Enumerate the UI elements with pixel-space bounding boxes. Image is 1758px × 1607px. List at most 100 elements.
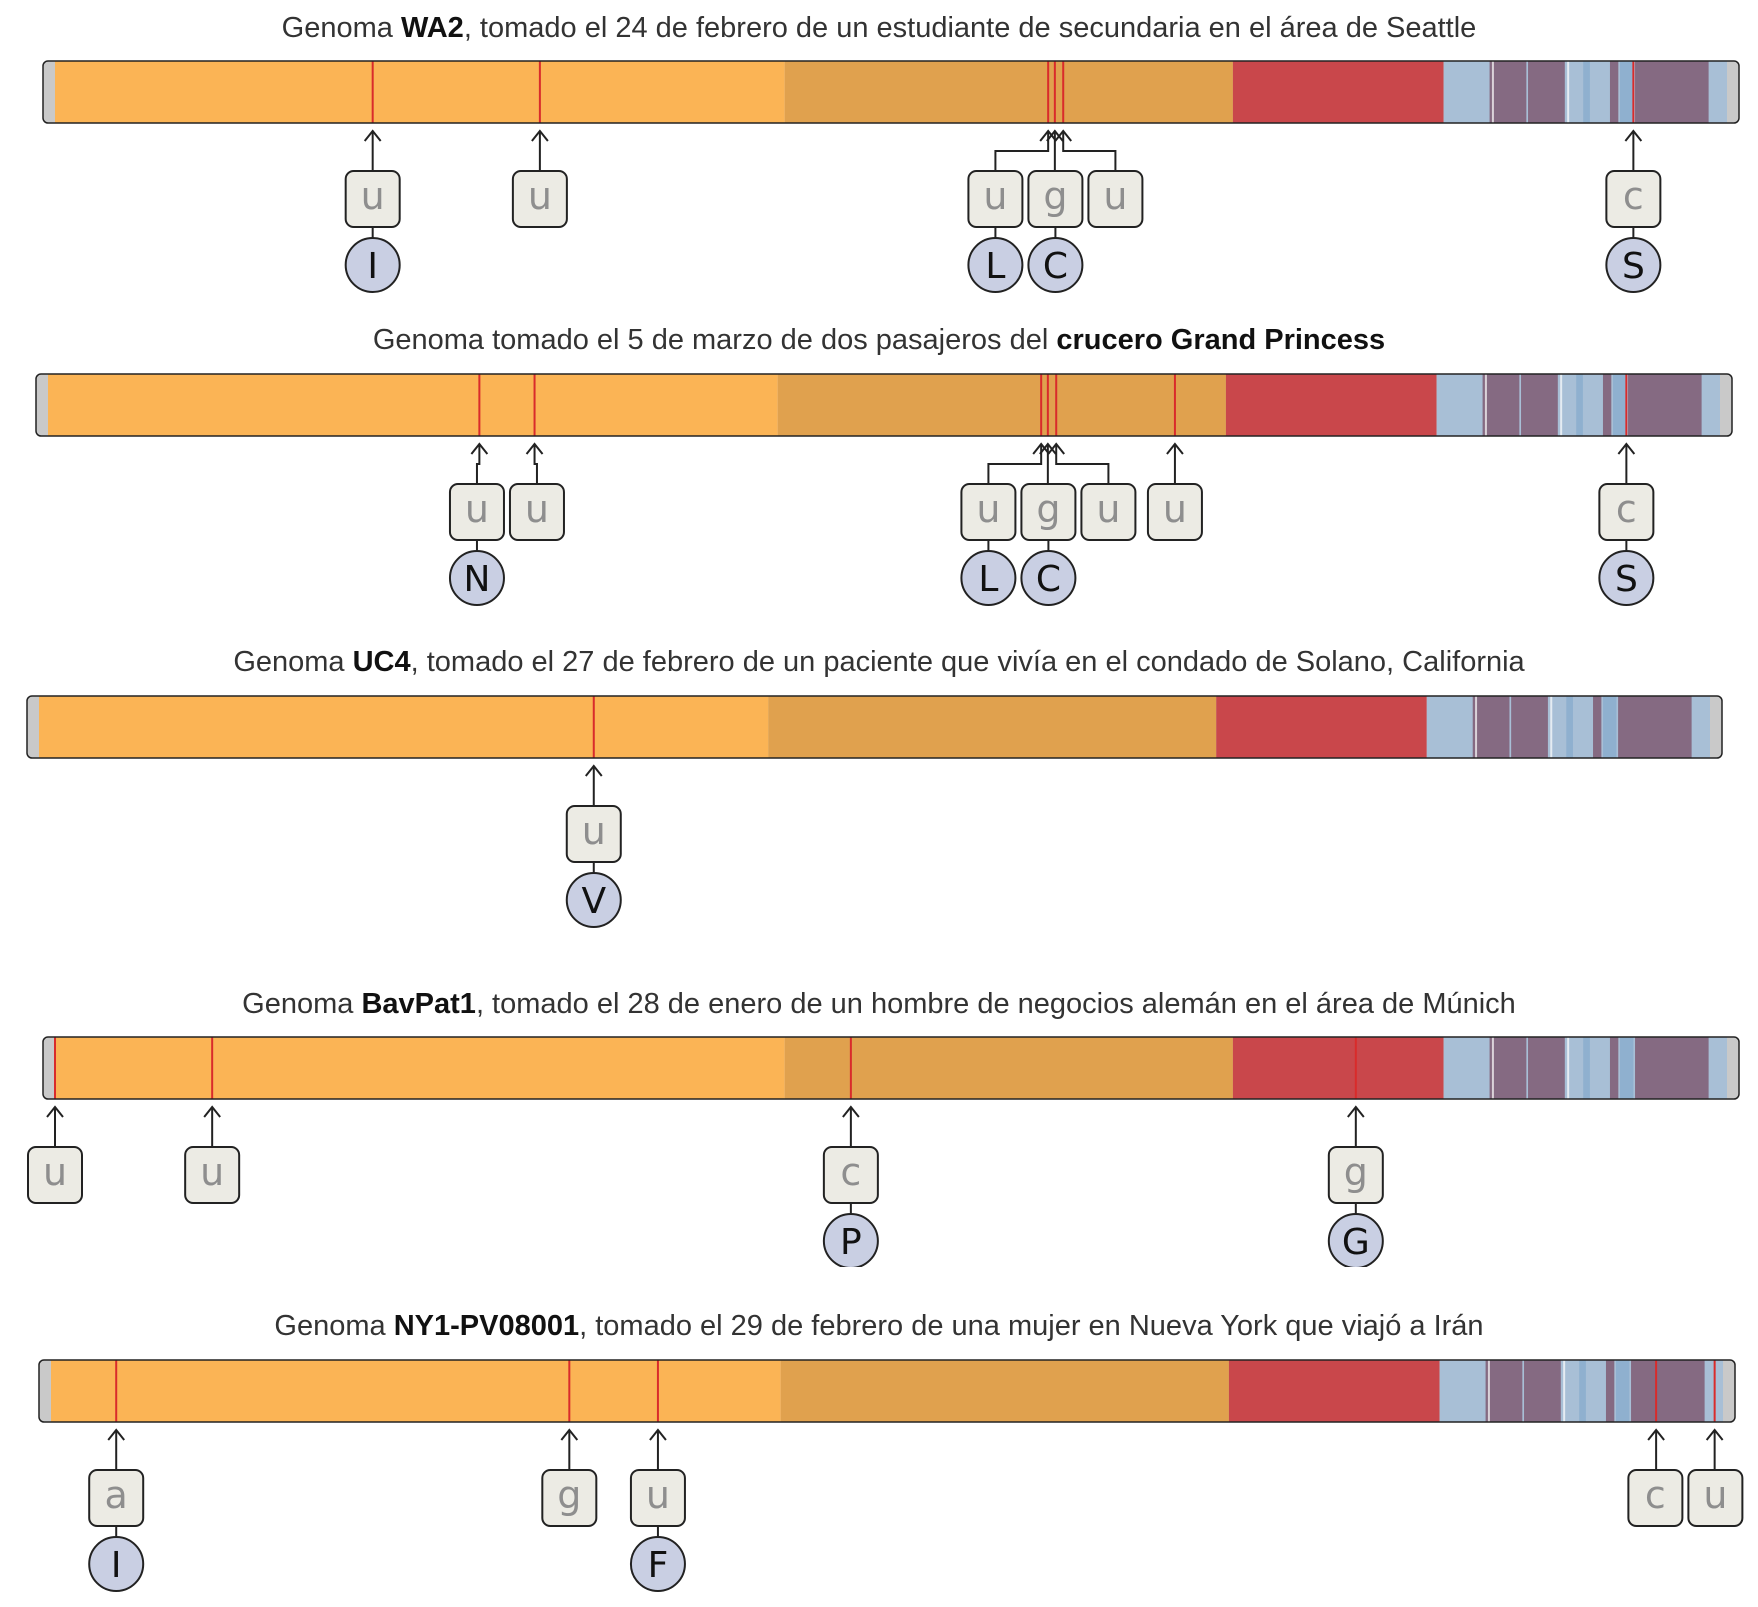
arrow-head: [842, 1105, 860, 1118]
arrow-head: [525, 442, 544, 455]
mutation-marker: u: [27, 1105, 83, 1204]
nucleotide-box: [508, 483, 565, 541]
genome-bar-outline: [35, 373, 1733, 437]
nucleotide-box: [1080, 483, 1137, 541]
genome-region: [1482, 374, 1520, 436]
title-text: Genoma tomado el 5 de marzo de dos pasaj…: [372, 324, 1057, 356]
amino-acid-circle: [967, 237, 1024, 293]
genome-region: [1216, 696, 1427, 758]
connector-line: [533, 444, 538, 484]
nucleotide-box: [448, 483, 505, 541]
amino-acid-label: L: [985, 246, 1005, 287]
mutation-marker: gC: [1020, 442, 1077, 606]
genome-region: [1528, 1037, 1565, 1099]
connector-line: [994, 131, 1050, 171]
genome-region: [1583, 61, 1590, 123]
nucleotide-box: [1687, 1469, 1744, 1527]
amino-acid-label: G: [1342, 1222, 1370, 1263]
amino-acid-circle: [1605, 237, 1662, 293]
genome-region: [1593, 696, 1602, 758]
genome-region: [1635, 61, 1709, 123]
genome-region: [1228, 1360, 1440, 1422]
mutation-marker: u: [1687, 1428, 1744, 1527]
nucleotide-box: [1605, 170, 1662, 228]
title-bold: UC4: [352, 646, 411, 678]
amino-acid-label: V: [581, 881, 606, 922]
genome-region: [1619, 1037, 1634, 1099]
nucleotide-box: [1327, 1146, 1384, 1204]
genome-region: [1609, 1037, 1619, 1099]
mutation-marker: u: [511, 129, 568, 228]
nucleotide-box: [1087, 170, 1144, 228]
nucleotide-box: [184, 1146, 241, 1204]
amino-acid-label: F: [648, 1545, 669, 1586]
amino-acid-circle: [88, 1536, 145, 1592]
amino-acid-label: C: [1043, 246, 1068, 287]
nucleotide-label: g: [1036, 487, 1060, 531]
genome-region: [1618, 696, 1692, 758]
connector-line: [1055, 444, 1110, 484]
genome-region: [39, 696, 769, 758]
genome-region: [1232, 61, 1444, 123]
genome-bar-outline: [26, 695, 1723, 759]
genome-title: Genoma WA2, tomado el 24 de febrero de u…: [0, 10, 1758, 46]
title-bold: crucero Grand Princess: [1056, 324, 1386, 356]
genome-region: [1583, 1037, 1590, 1099]
mutation-marker: uL: [960, 442, 1050, 606]
amino-acid-label: N: [463, 559, 490, 600]
mutation-marker: uL: [967, 129, 1057, 293]
arrow-head: [1166, 442, 1184, 455]
nucleotide-label: c: [1623, 174, 1644, 218]
nucleotide-box: [1146, 483, 1203, 541]
mutation-marker: uN: [448, 442, 505, 606]
arrow-head: [584, 764, 603, 777]
amino-acid-circle: [344, 237, 401, 293]
genome-region: [784, 1037, 1233, 1099]
amino-acid-label: S: [1622, 246, 1645, 287]
genome-title: Genoma UC4, tomado el 27 de febrero de u…: [0, 644, 1758, 680]
nucleotide-label: u: [983, 174, 1007, 218]
amino-acid-label: S: [1615, 559, 1638, 600]
nucleotide-box: [1598, 483, 1655, 541]
title-text: , tomado el 24 de febrero de un estudian…: [463, 12, 1477, 44]
genome-diagram: uV: [26, 695, 1723, 928]
amino-acid-label: I: [367, 246, 378, 287]
arrow-head: [1032, 442, 1050, 455]
amino-acid-circle: [960, 550, 1017, 606]
arrow-head: [1047, 442, 1066, 455]
genome-region: [1602, 374, 1612, 436]
arrow-head: [107, 1428, 125, 1441]
nucleotide-box: [629, 1469, 686, 1527]
nucleotide-label: u: [43, 1150, 67, 1194]
arrow-head: [1617, 442, 1636, 455]
mutation-marker: gC: [1027, 129, 1084, 293]
arrow-head: [1347, 1105, 1365, 1118]
amino-acid-circle: [448, 550, 505, 606]
nucleotide-label: c: [840, 1150, 861, 1194]
nucleotide-box: [967, 170, 1024, 228]
nucleotide-label: u: [1163, 487, 1187, 531]
nucleotide-label: u: [465, 487, 489, 531]
nucleotide-label: u: [1096, 487, 1120, 531]
nucleotide-box: [1020, 483, 1077, 541]
nucleotide-label: g: [1043, 174, 1067, 218]
genome-region: [1635, 1037, 1709, 1099]
genome-region: [1489, 61, 1527, 123]
title-text: Genoma: [242, 988, 362, 1020]
genome-region: [1603, 696, 1617, 758]
genome-bar-outline: [42, 60, 1740, 124]
amino-acid-circle: [565, 872, 622, 928]
title-text: Genoma: [274, 1310, 394, 1342]
amino-acid-circle: [1598, 550, 1655, 606]
mutation-marker: u: [184, 1105, 241, 1204]
nucleotide-box: [511, 170, 568, 228]
nucleotide-label: u: [528, 174, 552, 218]
genome-region: [784, 61, 1233, 123]
genome-region: [1605, 1360, 1615, 1422]
genome-region: [1619, 61, 1634, 123]
nucleotide-label: u: [1103, 174, 1127, 218]
genome-region: [55, 61, 785, 123]
amino-acid-label: L: [978, 559, 998, 600]
